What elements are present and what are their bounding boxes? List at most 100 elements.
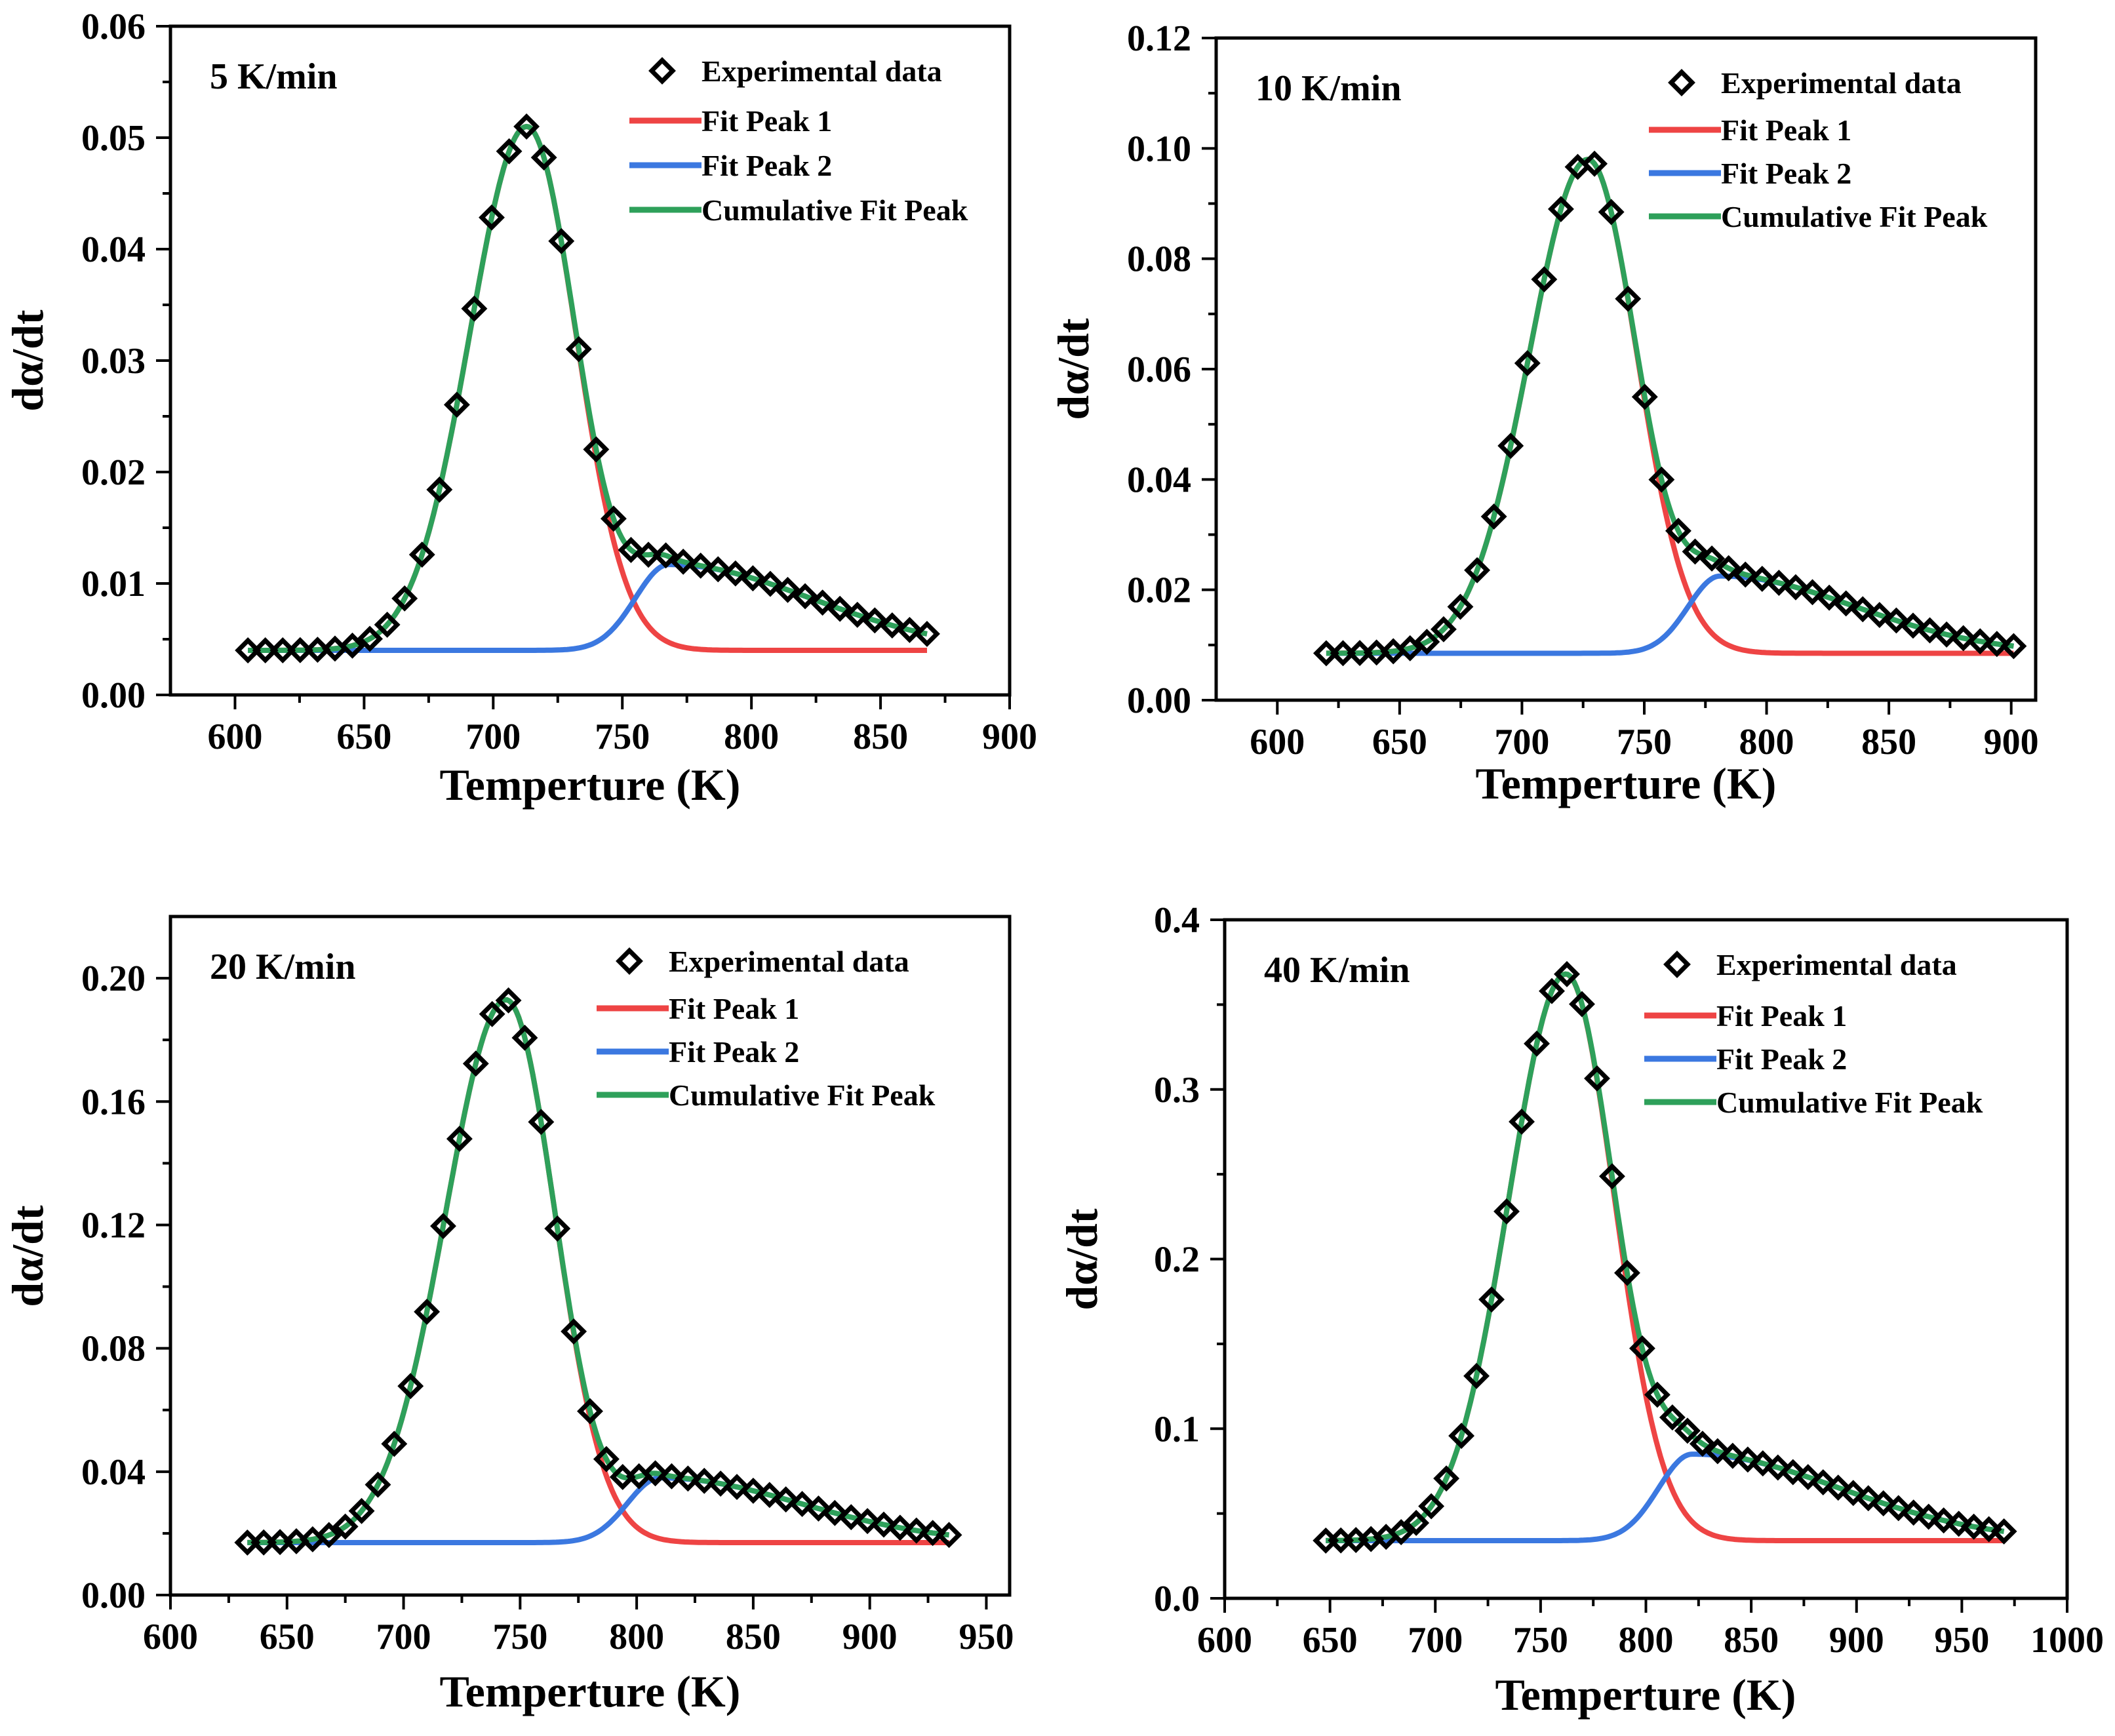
experimental-marker-layer xyxy=(1313,960,2017,1554)
experimental-marker-layer xyxy=(235,113,940,663)
x-tick-label: 950 xyxy=(959,1617,1014,1657)
experimental-data-point xyxy=(600,505,627,532)
tick-layer: 600 650 700 750 800 850 900 950 1000 0.0 0.1 0.2 0.3… xyxy=(1154,900,2104,1661)
y-tick-label: 0.04 xyxy=(81,1452,146,1493)
experimental-data-point xyxy=(618,536,644,563)
y-tick-label: 0.01 xyxy=(81,564,146,604)
experimental-data-point xyxy=(1478,1286,1505,1313)
experimental-data-point xyxy=(1464,557,1491,583)
x-axis-title: Temperture (K) xyxy=(440,760,741,810)
experimental-data-point xyxy=(1447,593,1474,620)
y-tick-label: 0.12 xyxy=(81,1205,146,1246)
y-tick-label: 0.0 xyxy=(1154,1579,1200,1619)
experimental-data-point xyxy=(821,1499,848,1526)
experimental-data-point xyxy=(1983,631,2010,658)
experimental-data-point xyxy=(1648,466,1675,493)
y-tick-label: 0.06 xyxy=(81,7,146,47)
experimental-data-point xyxy=(687,552,714,579)
experimental-data-point xyxy=(903,1517,930,1544)
experimental-data-point xyxy=(1779,1459,1806,1486)
experimental-data-point xyxy=(675,1465,702,1492)
experimental-data-point xyxy=(827,595,854,622)
experimental-data-point xyxy=(315,1522,342,1549)
plot-frame xyxy=(1214,36,2038,702)
experimental-data-point xyxy=(1430,616,1457,642)
x-tick-label: 600 xyxy=(207,717,262,757)
y-tick-label: 0.03 xyxy=(81,341,146,382)
experimental-data-point xyxy=(332,1513,359,1540)
legend-label-cumulative: Cumulative Fit Peak xyxy=(702,193,968,227)
experimental-data-point xyxy=(374,611,401,638)
experimental-data-point xyxy=(886,1514,913,1541)
legend-marker-experimental xyxy=(1663,951,1691,978)
experimental-data-point xyxy=(740,1477,766,1504)
y-tick-label: 0.1 xyxy=(1154,1409,1200,1450)
experimental-data-point xyxy=(1832,590,1859,617)
experimental-data-point xyxy=(1764,1454,1791,1481)
panel-rate-label: 40 K/min xyxy=(1264,950,1410,991)
x-tick-label: 700 xyxy=(1408,1620,1463,1661)
experimental-data-point xyxy=(414,1298,441,1325)
y-tick-label: 0.3 xyxy=(1154,1070,1200,1111)
experimental-data-point xyxy=(809,589,836,616)
experimental-marker-layer xyxy=(1313,150,2027,667)
tick-layer: 600 650 700 750 800 850 900 950 0.00 0.04 0.08 0.12… xyxy=(81,958,1014,1657)
curve-layer xyxy=(1326,157,2014,656)
experimental-data-point xyxy=(879,612,905,639)
legend-label-experimental: Experimental data xyxy=(702,54,942,88)
x-tick-label: 800 xyxy=(1619,1620,1674,1661)
experimental-data-point xyxy=(2000,633,2027,660)
x-tick-label: 900 xyxy=(1984,722,2039,762)
experimental-data-point xyxy=(1581,150,1608,177)
legend-label-peak2: Fit Peak 2 xyxy=(702,149,832,182)
experimental-data-point xyxy=(1945,1510,1972,1537)
x-tick-label: 900 xyxy=(842,1617,898,1657)
y-tick-label: 0.06 xyxy=(1127,349,1191,390)
experimental-data-point xyxy=(1463,1362,1490,1389)
y-axis-title: dα/dt xyxy=(1048,318,1098,420)
experimental-data-point xyxy=(1674,1417,1701,1444)
experimental-data-point xyxy=(1388,1519,1415,1545)
legend-marker-experimental xyxy=(648,57,676,85)
experimental-data-point xyxy=(1855,1485,1882,1512)
experimental-data-point xyxy=(642,1460,669,1487)
legend: Experimental data Fit Peak 1 Fit Peak 2 … xyxy=(597,945,936,1112)
chart-panel-10kmin: 600 650 700 750 800 850 900 0.00 0.02 0.04 0.06 0.0… xyxy=(1048,18,2039,808)
experimental-data-point xyxy=(1960,1513,1987,1540)
y-tick-label: 0.12 xyxy=(1127,18,1191,59)
legend-label-experimental: Experimental data xyxy=(1716,948,1957,981)
experimental-data-point xyxy=(1644,1381,1670,1408)
experimental-data-point xyxy=(1554,960,1580,987)
x-tick-label: 700 xyxy=(1494,722,1549,762)
legend-label-peak2: Fit Peak 2 xyxy=(669,1035,799,1069)
x-tick-label: 650 xyxy=(260,1617,315,1657)
experimental-data-point xyxy=(1900,1499,1927,1526)
x-tick-label: 600 xyxy=(1250,722,1305,762)
experimental-data-point xyxy=(1799,579,1826,606)
x-tick-label: 600 xyxy=(143,1617,198,1657)
x-axis-title: Temperture (K) xyxy=(1495,1670,1796,1720)
experimental-data-point xyxy=(1749,1450,1776,1477)
experimental-data-point xyxy=(1715,555,1742,582)
experimental-data-point xyxy=(1840,1480,1867,1507)
experimental-data-point xyxy=(1704,1438,1731,1465)
experimental-data-point xyxy=(1403,1510,1430,1536)
x-tick-label: 800 xyxy=(1739,722,1794,762)
x-tick-label: 650 xyxy=(336,717,391,757)
plot-frame xyxy=(168,915,1012,1597)
experimental-data-point xyxy=(391,585,418,612)
experimental-data-point xyxy=(1849,596,1876,623)
experimental-data-point xyxy=(1734,1446,1761,1473)
experimental-data-point xyxy=(1547,195,1574,222)
experimental-data-point xyxy=(838,1504,865,1531)
tick-layer: 600 650 700 750 800 850 900 0.00 0.01 0.02 0.03 0.0… xyxy=(81,7,1037,757)
legend-label-peak2: Fit Peak 2 xyxy=(1716,1042,1847,1076)
experimental-data-point xyxy=(339,632,366,659)
experimental-data-point xyxy=(1531,266,1558,293)
experimental-data-point xyxy=(252,637,279,663)
experimental-data-point xyxy=(548,227,575,254)
legend: Experimental data Fit Peak 1 Fit Peak 2 … xyxy=(629,54,968,227)
experimental-data-point xyxy=(461,295,488,322)
experimental-data-point xyxy=(462,1050,489,1077)
